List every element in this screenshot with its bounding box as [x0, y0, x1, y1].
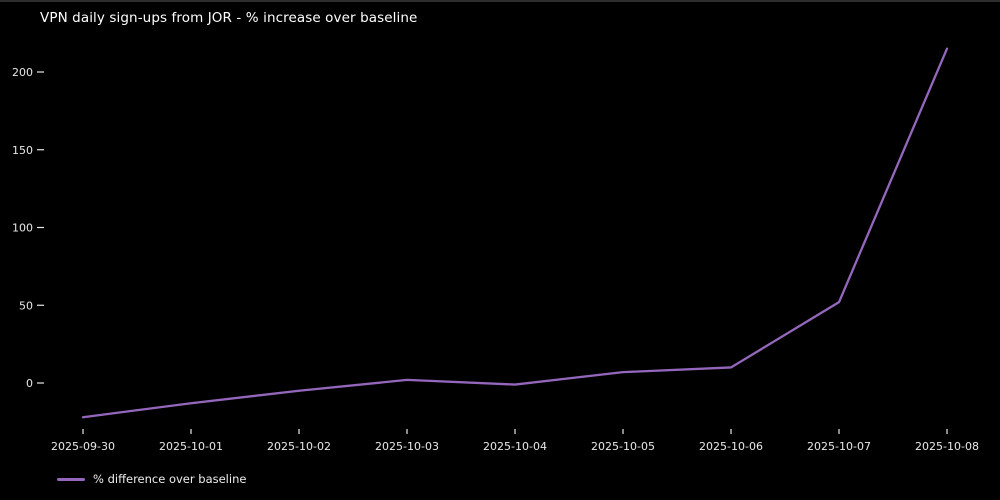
y-axis-tick-label: 0: [26, 377, 33, 390]
y-axis-tick-label: 100: [12, 222, 33, 235]
y-axis-tick-label: 150: [12, 144, 33, 157]
x-axis-tick-label: 2025-10-07: [807, 440, 871, 453]
legend-label: % difference over baseline: [93, 472, 247, 486]
y-axis-tick-label: 200: [12, 66, 33, 79]
legend-line-swatch: [57, 477, 85, 481]
x-axis-tick-label: 2025-10-05: [591, 440, 655, 453]
chart-legend: % difference over baseline: [57, 472, 246, 486]
x-axis-tick-label: 2025-10-02: [267, 440, 331, 453]
x-axis-tick-label: 2025-10-03: [375, 440, 439, 453]
x-axis-tick-label: 2025-10-01: [159, 440, 223, 453]
data-line--difference-over-baseline: [81, 47, 949, 419]
x-axis-tick-label: 2025-09-30: [51, 440, 115, 453]
window-top-edge: [0, 0, 1000, 2]
chart-title: VPN daily sign-ups from JOR - % increase…: [40, 10, 418, 26]
x-axis-tick-label: 2025-10-04: [483, 440, 547, 453]
x-axis-tick-label: 2025-10-06: [699, 440, 763, 453]
y-axis-tick-label: 50: [19, 299, 33, 312]
x-axis-tick-label: 2025-10-08: [915, 440, 979, 453]
